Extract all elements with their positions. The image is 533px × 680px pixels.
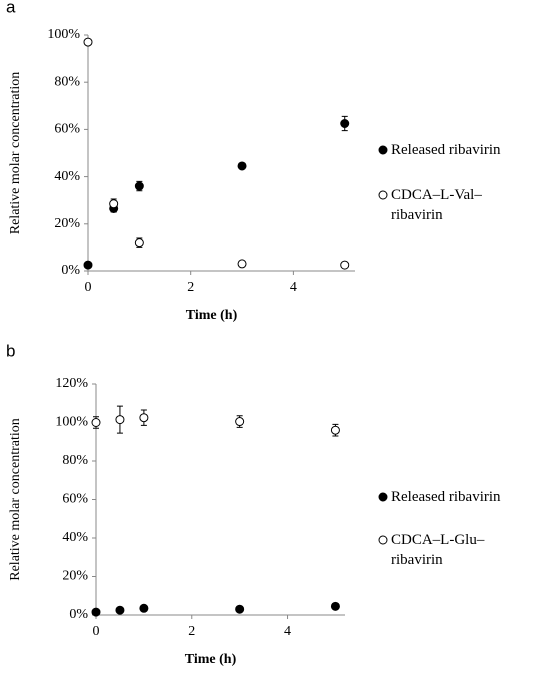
y-tick-label: 20%: [62, 569, 88, 584]
x-tick-label: 4: [290, 280, 297, 295]
data-point: [115, 415, 125, 425]
data-point: [109, 199, 119, 209]
data-point: [330, 601, 340, 611]
x-tick-label: 0: [85, 280, 92, 295]
y-axis-label: Relative molar concentration: [8, 418, 23, 581]
data-point: [91, 418, 101, 427]
y-tick-label: 40%: [54, 169, 80, 184]
panel-label: a: [6, 0, 16, 16]
y-tick-label: 0%: [61, 263, 80, 278]
x-tick-label: 2: [188, 624, 195, 639]
data-point: [139, 603, 149, 613]
data-point: [330, 425, 340, 435]
legend-label: CDCA–L-Val–ribavirin: [391, 187, 482, 223]
y-tick-label: 120%: [55, 376, 88, 391]
y-tick-label: 40%: [62, 530, 88, 545]
y-tick-label: 60%: [54, 122, 80, 137]
legend-marker: [378, 535, 388, 545]
x-tick-label: 2: [187, 280, 194, 295]
legend-marker: [378, 145, 388, 155]
y-tick-label: 0%: [69, 607, 88, 622]
y-tick-label: 100%: [55, 415, 88, 430]
data-point: [237, 259, 247, 269]
data-point: [115, 605, 125, 615]
x-axis-label: Time (h): [186, 308, 238, 323]
legend-label: CDCA–L-Glu–ribavirin: [391, 532, 485, 568]
data-point: [83, 37, 93, 47]
data-point: [134, 181, 144, 191]
panel-label: b: [6, 341, 15, 360]
x-tick-label: 0: [93, 624, 100, 639]
data-point: [134, 238, 144, 248]
legend-marker: [378, 190, 388, 200]
data-point: [237, 161, 247, 171]
data-point: [91, 607, 101, 617]
y-tick-label: 20%: [54, 216, 80, 231]
y-tick-label: 80%: [62, 453, 88, 468]
legend-label: Released ribavirin: [391, 489, 501, 505]
y-tick-label: 60%: [62, 492, 88, 507]
x-tick-label: 4: [284, 624, 291, 639]
x-axis-label: Time (h): [185, 652, 237, 667]
legend-marker: [378, 492, 388, 502]
legend-label: Released ribavirin: [391, 142, 501, 158]
data-point: [235, 417, 245, 427]
data-point: [235, 604, 245, 614]
data-point: [83, 260, 93, 270]
data-point: [340, 260, 350, 270]
y-tick-label: 80%: [54, 74, 80, 89]
data-point: [139, 413, 149, 423]
data-point: [340, 119, 350, 128]
y-axis-label: Relative molar concentration: [8, 72, 23, 235]
y-tick-label: 100%: [47, 27, 80, 42]
